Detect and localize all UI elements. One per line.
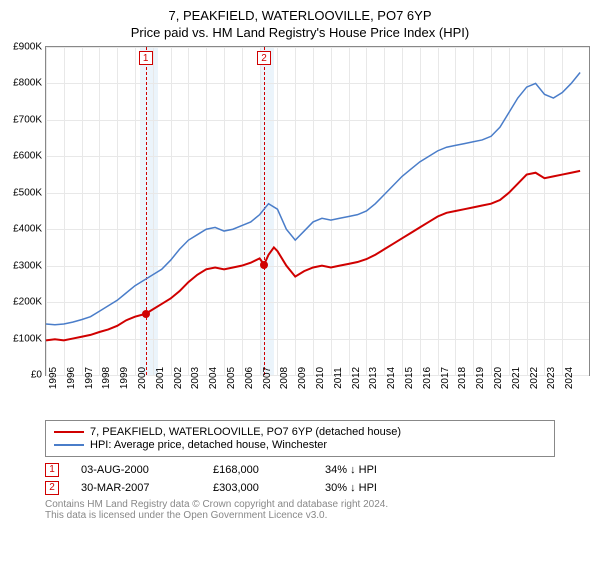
x-tick-label: 2005 (226, 367, 237, 389)
legend-swatch-property (54, 431, 84, 433)
x-tick-label: 2021 (511, 367, 522, 389)
x-tick-label: 2015 (404, 367, 415, 389)
x-tick-label: 2002 (173, 367, 184, 389)
series-hpi (46, 73, 580, 325)
x-tick-label: 2014 (386, 367, 397, 389)
y-tick-label: £400K (13, 224, 42, 235)
legend-row-hpi: HPI: Average price, detached house, Winc… (54, 439, 546, 451)
transaction-date: 03-AUG-2000 (81, 464, 191, 476)
y-tick-label: £900K (13, 42, 42, 53)
legend-box: 7, PEAKFIELD, WATERLOOVILLE, PO7 6YP (de… (45, 420, 555, 457)
title-subtitle: Price paid vs. HM Land Registry's House … (0, 25, 600, 40)
legend-row-property: 7, PEAKFIELD, WATERLOOVILLE, PO7 6YP (de… (54, 426, 546, 438)
title-address: 7, PEAKFIELD, WATERLOOVILLE, PO7 6YP (0, 8, 600, 23)
x-tick-label: 2006 (244, 367, 255, 389)
x-tick-label: 2004 (208, 367, 219, 389)
x-tick-label: 1996 (66, 367, 77, 389)
x-tick-label: 2003 (190, 367, 201, 389)
x-axis-labels: 1995199619971998199920002001200220032004… (45, 376, 590, 416)
legend-swatch-hpi (54, 444, 84, 446)
legend-label-hpi: HPI: Average price, detached house, Winc… (90, 439, 327, 451)
y-tick-label: £500K (13, 187, 42, 198)
y-tick-label: £200K (13, 297, 42, 308)
transaction-row-marker: 2 (45, 481, 59, 495)
transaction-price: £303,000 (213, 482, 303, 494)
y-tick-label: £100K (13, 333, 42, 344)
transaction-price: £168,000 (213, 464, 303, 476)
transaction-delta: 30% ↓ HPI (325, 482, 377, 494)
y-tick-label: £700K (13, 114, 42, 125)
x-tick-label: 2019 (475, 367, 486, 389)
x-tick-label: 2013 (368, 367, 379, 389)
x-tick-label: 2023 (546, 367, 557, 389)
x-tick-label: 2022 (529, 367, 540, 389)
transaction-delta: 34% ↓ HPI (325, 464, 377, 476)
x-tick-label: 2012 (351, 367, 362, 389)
transaction-row: 1 03-AUG-2000 £168,000 34% ↓ HPI (45, 463, 555, 477)
x-tick-label: 1999 (119, 367, 130, 389)
legend-label-property: 7, PEAKFIELD, WATERLOOVILLE, PO7 6YP (de… (90, 426, 401, 438)
series-property (46, 171, 580, 340)
y-tick-label: £600K (13, 151, 42, 162)
x-tick-label: 2017 (440, 367, 451, 389)
x-tick-label: 1998 (101, 367, 112, 389)
x-tick-label: 2016 (422, 367, 433, 389)
x-tick-label: 2011 (333, 367, 344, 389)
x-tick-label: 2001 (155, 367, 166, 389)
x-tick-label: 2000 (137, 367, 148, 389)
x-tick-label: 2020 (493, 367, 504, 389)
x-tick-label: 2009 (297, 367, 308, 389)
x-tick-label: 2008 (279, 367, 290, 389)
y-tick-label: £300K (13, 260, 42, 271)
transactions-table: 1 03-AUG-2000 £168,000 34% ↓ HPI 2 30-MAR-200… (45, 463, 555, 495)
transaction-row: 2 30-MAR-2007 £303,000 30% ↓ HPI (45, 481, 555, 495)
y-tick-label: £800K (13, 78, 42, 89)
chart-plot-area: £0£100K£200K£300K£400K£500K£600K£700K£80… (45, 46, 590, 376)
transaction-row-marker: 1 (45, 463, 59, 477)
x-tick-label: 1995 (48, 367, 59, 389)
x-tick-label: 2018 (457, 367, 468, 389)
footnote-line2: This data is licensed under the Open Gov… (45, 510, 555, 521)
footnote: Contains HM Land Registry data © Crown c… (45, 499, 555, 521)
x-tick-label: 2010 (315, 367, 326, 389)
plot-svg (46, 47, 589, 375)
y-tick-label: £0 (31, 370, 42, 381)
x-tick-label: 2007 (262, 367, 273, 389)
x-tick-label: 2024 (564, 367, 575, 389)
footnote-line1: Contains HM Land Registry data © Crown c… (45, 499, 555, 510)
x-tick-label: 1997 (84, 367, 95, 389)
transaction-date: 30-MAR-2007 (81, 482, 191, 494)
